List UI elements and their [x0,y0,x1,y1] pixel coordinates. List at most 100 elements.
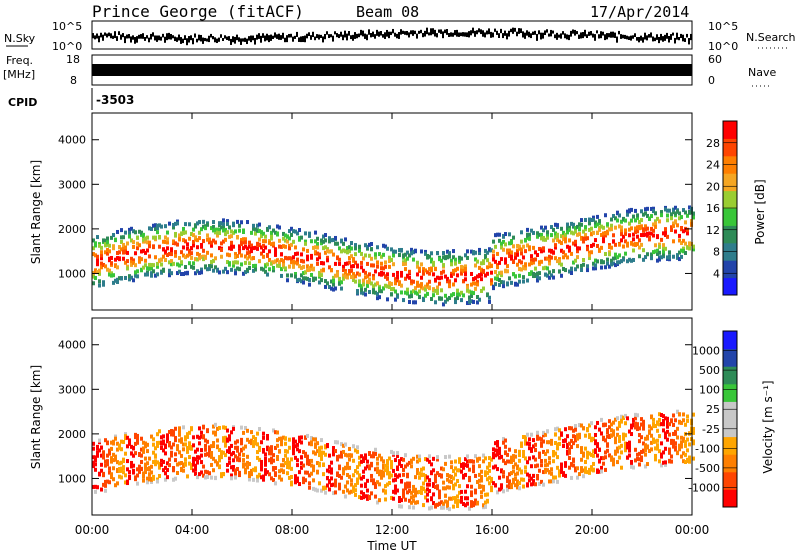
range-cell [334,241,337,246]
range-cell [640,233,643,238]
nsky-sample [312,31,314,38]
nsky-sample [336,33,338,38]
range-cell [144,465,147,470]
range-cell [384,283,387,288]
range-cell [136,274,139,279]
range-cell [432,272,435,277]
range-cell [226,428,229,433]
range-cell [384,484,387,489]
range-cell [584,217,587,222]
range-cell [428,271,431,276]
range-cell [470,271,473,276]
range-cell [346,275,349,280]
range-cell [618,253,621,258]
velocity-data [92,409,695,512]
range-cell [94,268,97,273]
range-cell [408,498,411,503]
range-cell [262,254,265,259]
range-cell [192,435,195,440]
range-cell [198,426,201,431]
range-cell [296,458,299,463]
range-cell [144,236,147,241]
range-cell [136,269,139,274]
range-cell [118,446,121,451]
range-cell [178,269,181,274]
range-cell [278,436,281,441]
range-cell [242,271,245,276]
range-cell [320,273,323,278]
range-cell [94,275,97,280]
range-cell [116,229,119,234]
range-cell [560,466,563,471]
range-cell [492,239,495,244]
range-cell [480,474,483,479]
range-cell [296,476,299,481]
range-cell [646,233,649,238]
range-cell [620,232,623,237]
range-cell [376,296,379,301]
range-cell [396,278,399,283]
range-cell [462,269,465,274]
range-cell [134,435,137,440]
range-cell [512,259,515,264]
range-cell [226,270,229,275]
range-cell [364,275,367,280]
range-cell [536,252,539,257]
range-cell [534,448,537,453]
range-cell [420,249,423,254]
range-cell [282,259,285,264]
range-cell [356,465,359,470]
range-cell [684,422,687,427]
range-cell [92,274,95,279]
range-cell [472,466,475,471]
range-cell [632,465,635,470]
range-cell [202,424,205,429]
range-cell [592,461,595,466]
range-cell [210,243,213,248]
range-cell [634,416,637,421]
range-cell [660,237,663,242]
range-cell [386,284,389,289]
range-cell [594,441,597,446]
range-cell [342,467,345,472]
range-cell [286,278,289,283]
nsky-sample [504,30,506,36]
range-cell [578,227,581,232]
range-cell [248,240,251,245]
range-cell [498,278,501,283]
range-cell [676,426,679,431]
range-cell [498,260,501,265]
range-cell [504,268,507,273]
range-cell [102,450,105,455]
range-cell [302,477,305,482]
range-cell [554,235,557,240]
range-cell [632,242,635,247]
nsky-sample [302,36,304,43]
range-cell [304,470,307,475]
range-cell [348,446,351,451]
range-cell [246,251,249,256]
range-cell [450,273,453,278]
range-cell [518,467,521,472]
range-cell [446,254,449,259]
range-cell [280,468,283,473]
range-cell [116,441,119,446]
range-cell [614,263,617,268]
range-cell [604,450,607,455]
range-cell [382,463,385,468]
range-cell [366,464,369,469]
range-cell [336,471,339,476]
range-cell [472,464,475,469]
range-cell [424,293,427,298]
range-cell [470,490,473,495]
range-cell [532,444,535,449]
nsky-sample [478,28,480,33]
range-cell [114,457,117,462]
range-cell [242,452,245,457]
range-cell [660,452,663,457]
range-cell [436,285,439,290]
range-cell [102,238,105,243]
range-cell [342,443,345,448]
range-cell [124,473,127,478]
range-cell [274,430,277,435]
